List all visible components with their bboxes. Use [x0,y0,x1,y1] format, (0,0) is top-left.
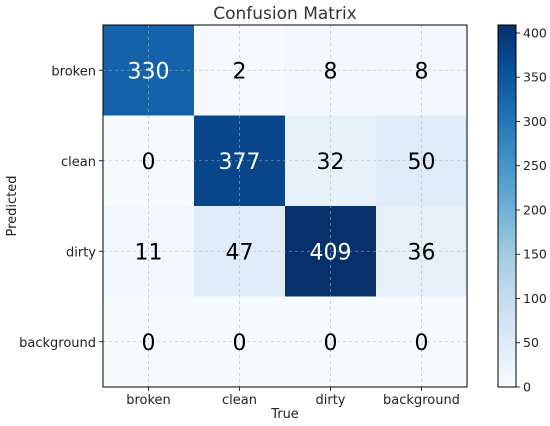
gridlines [103,25,467,387]
x-tick-label: background [383,393,460,408]
cell-value-label: 47 [226,240,254,265]
y-tick-labels: broken clean dirty background [19,64,103,351]
colorbar-ticks: 0 50 100 150 200 250 300 350 400 [516,25,547,395]
colorbar-tick-label: 400 [523,25,547,40]
cell-value-label: 50 [408,150,436,175]
heatmap-cell [194,206,286,297]
heatmap-cell [103,206,195,297]
heatmap-cell [103,115,195,207]
cell-value-label: 409 [310,240,352,265]
colorbar-tick-label: 50 [523,335,539,350]
x-tick-label: dirty [316,393,346,408]
cell-value-label: 36 [408,240,436,265]
colorbar-tick-label: 350 [523,70,547,85]
y-tick-label: dirty [66,245,96,260]
cell-value-label: 0 [142,150,156,175]
heatmap-cell [194,115,286,207]
cell-value-label: 330 [128,59,170,84]
colorbar-tick-label: 250 [523,158,547,173]
cell-value-label: 0 [233,331,247,356]
cell-value-label: 0 [142,331,156,356]
colorbar-tick-label: 0 [523,380,531,395]
cell-value-label: 11 [135,240,163,265]
colorbar-tick-label: 150 [523,247,547,262]
y-tick-label: broken [51,64,96,79]
heatmap-cells [103,25,468,388]
y-tick-label: clean [61,155,96,170]
x-axis-label: True [270,407,299,422]
colorbar-tick-label: 100 [523,291,547,306]
heatmap-cell [194,25,286,116]
colorbar [497,24,517,388]
x-tick-label: clean [222,393,257,408]
cell-value-label: 32 [317,150,345,175]
y-tick-label: background [19,336,96,351]
cell-value-label: 0 [324,331,338,356]
heatmap-cell [194,296,286,388]
cell-value-label: 2 [233,59,247,84]
cell-value-label: 377 [219,150,261,175]
chart-title: Confusion Matrix [213,4,357,24]
colorbar-tick-label: 200 [523,202,547,217]
cell-value-label: 8 [415,59,429,84]
cell-value-label: 8 [324,59,338,84]
colorbar-tick-label: 300 [523,114,547,129]
cell-value-labels: 330 2 8 8 0 377 32 50 11 47 409 36 0 0 0 0 [128,59,436,356]
x-tick-labels: broken clean dirty background [126,387,460,408]
heatmap-cell [103,296,195,388]
y-axis-label: Predicted [5,175,20,236]
heatmap-cell [103,25,195,116]
cell-value-label: 0 [415,331,429,356]
x-tick-label: broken [126,393,171,408]
plot-frame [102,24,468,388]
